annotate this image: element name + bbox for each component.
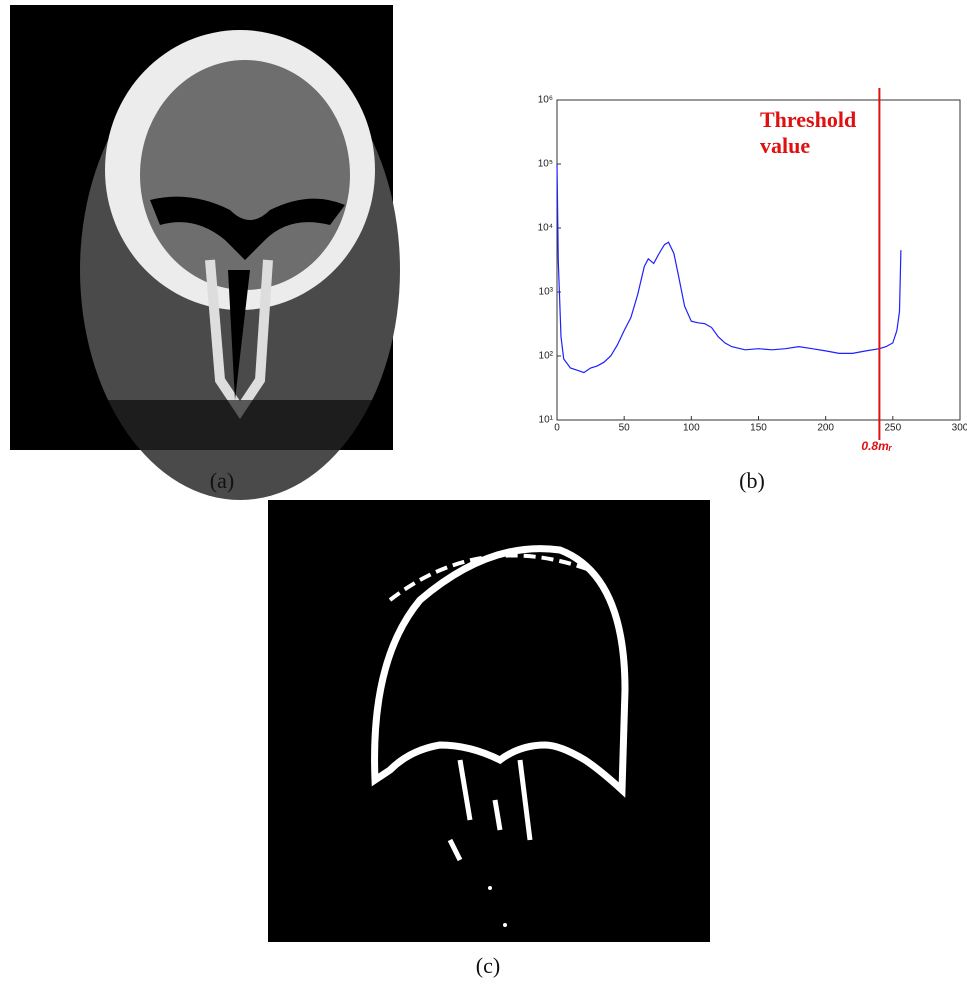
y-tick-label: 10² <box>539 351 554 362</box>
x-tick-label: 150 <box>750 423 767 434</box>
x-tick-label: 300 <box>952 423 967 434</box>
y-tick-label: 10¹ <box>539 415 554 426</box>
annotation: value <box>760 133 810 158</box>
x-tick-label: 100 <box>683 423 700 434</box>
x-tick-label: 0 <box>554 423 560 434</box>
plot-frame <box>556 99 961 421</box>
x-tick-label: 250 <box>884 423 901 434</box>
y-tick-label: 10⁴ <box>538 223 553 234</box>
y-tick-label: 10⁶ <box>538 95 553 106</box>
x-tick-label: 200 <box>817 423 834 434</box>
histogram-line <box>556 163 902 374</box>
ct-image-c <box>268 500 710 942</box>
y-tick-label: 10⁵ <box>538 159 553 170</box>
threshold-label: 0.8mᵣ <box>861 439 892 453</box>
caption: (b) <box>739 468 765 493</box>
annotation: Threshold <box>760 107 856 132</box>
ct-image-a <box>10 5 400 500</box>
x-tick-label: 50 <box>619 423 631 434</box>
caption: (c) <box>476 953 500 978</box>
y-tick-label: 10³ <box>539 287 554 298</box>
caption: (a) <box>210 468 234 493</box>
